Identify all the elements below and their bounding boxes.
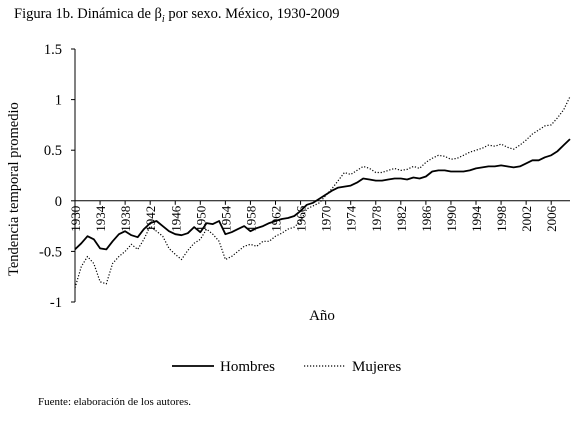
x-tick-label: 1962 (269, 206, 284, 232)
legend-label-mujeres: Mujeres (352, 359, 401, 375)
x-tick-label: 1946 (168, 205, 183, 232)
chart-title: Figura 1b. Dinámica de βi por sexo. Méxi… (14, 6, 340, 25)
series-line-hombres (74, 138, 571, 251)
series-layer (74, 96, 571, 288)
x-tick-label: 1970 (319, 206, 334, 232)
x-tick-label: 1966 (294, 205, 309, 232)
y-tick-label: 0 (55, 194, 62, 210)
y-tick-label: 1.5 (44, 42, 62, 58)
legend-label-hombres: Hombres (220, 359, 275, 375)
y-tick-label: -0.5 (39, 244, 62, 260)
x-tick-label: 2002 (519, 206, 534, 232)
x-tick-label: 1994 (469, 205, 484, 232)
x-tick-label: 1930 (68, 206, 83, 232)
x-tick-label: 1986 (419, 205, 434, 232)
x-tick-label: 1990 (444, 206, 459, 232)
x-tick-label: 1934 (93, 205, 108, 232)
x-tick-label: 1954 (218, 205, 233, 232)
source-note: Fuente: elaboración de los autores. (38, 396, 192, 408)
series-line-mujeres (74, 96, 571, 288)
x-tick-label: 1974 (344, 205, 359, 232)
y-tick-label: 1 (55, 93, 62, 109)
y-tick-label: 0.5 (44, 143, 62, 159)
chart-title-subscript: i (161, 13, 165, 25)
legend: Hombres Mujeres (172, 359, 401, 375)
chart-title-prefix: Figura 1b. Dinámica de β (14, 6, 162, 22)
x-axis-label: Año (309, 308, 335, 324)
x-tick-label: 1938 (118, 206, 133, 232)
y-tick-label: -1 (50, 295, 62, 311)
x-tick-label: 1978 (369, 206, 384, 232)
chart-title-suffix: por sexo. México, 1930-2009 (164, 6, 340, 22)
x-tick-label: 1982 (394, 206, 409, 232)
x-tick-label: 1958 (243, 206, 258, 232)
x-tick-label: 1998 (494, 206, 509, 232)
x-tick-label: 2006 (544, 205, 559, 232)
